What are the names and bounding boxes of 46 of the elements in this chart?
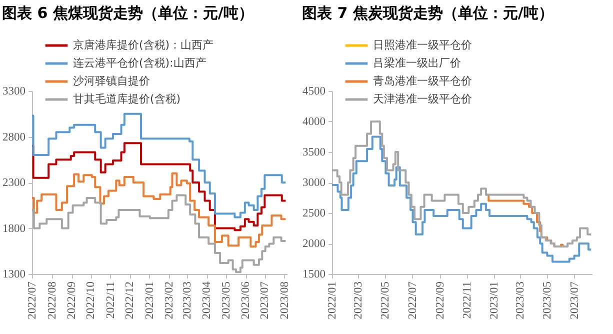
x-tick-label: 2023/01 (488, 281, 500, 320)
x-tick-label: 2022/03 (352, 281, 365, 320)
x-tick-label: 2022/05 (380, 281, 392, 320)
x-tick-label: 2023/01 (144, 281, 156, 320)
x-tick-label: 2023/06 (240, 281, 252, 320)
x-tick-label: 2023/05 (220, 281, 232, 320)
x-tick-label: 2023/03 (181, 281, 194, 320)
y-tick-label: 4500 (302, 86, 326, 98)
legend-label: 沙河驿镇自提价 (73, 74, 150, 88)
legend-label: 青岛港准一级平仓价 (373, 74, 472, 88)
y-tick-label: 2500 (302, 208, 326, 220)
legend-label: 京唐港库提价(含税)：山西产 (73, 38, 214, 52)
x-tick-label: 2022/12 (124, 281, 136, 320)
x-tick-label: 2022/11 (461, 281, 474, 319)
y-tick-label: 3000 (302, 177, 326, 189)
x-tick-label: 2022/07 (26, 281, 38, 320)
x-tick-label: 2023/07 (568, 281, 581, 320)
x-tick-label: 2022/08 (46, 281, 58, 320)
x-tick-label: 2023/05 (542, 281, 554, 320)
chart-title: 图表 6 焦煤现货走势（单位：元/吨） (2, 4, 254, 22)
x-tick-label: 2023/02 (164, 281, 176, 320)
y-tick-label: 2800 (2, 131, 26, 144)
x-tick-label: 2022/09 (66, 281, 78, 320)
y-tick-label: 1300 (2, 268, 26, 280)
x-tick-label: 2022/09 (434, 281, 446, 320)
x-tick-label: 2022/11 (104, 281, 117, 319)
legend-label: 甘其毛道库提价(含税) (73, 92, 181, 106)
legend-label: 吕梁准一级出厂价 (373, 56, 461, 70)
legend-label: 连云港平仓价(含税):山西产 (73, 56, 206, 70)
x-tick-label: 2022/01 (326, 281, 338, 320)
x-tick-label: 2023/08 (278, 281, 291, 320)
y-tick-label: 3300 (2, 86, 26, 98)
chart-title: 图表 7 焦炭现货走势（单位：元/吨） (302, 4, 554, 22)
x-tick-label: 2023/07 (259, 281, 272, 320)
y-tick-label: 1500 (302, 268, 326, 280)
x-tick-label: 2023/03 (514, 281, 527, 320)
y-tick-label: 2300 (2, 177, 26, 189)
legend-label: 日照港准一级平仓价 (373, 38, 472, 52)
x-tick-label: 2022/10 (85, 281, 98, 320)
y-tick-label: 3500 (302, 146, 326, 158)
x-tick-label: 2022/07 (406, 281, 419, 320)
legend-label: 天津港准一级平仓价 (373, 92, 472, 106)
y-tick-label: 1800 (2, 222, 26, 235)
y-tick-label: 4000 (302, 116, 326, 128)
x-tick-label: 2023/04 (201, 281, 214, 320)
y-tick-label: 2000 (302, 238, 326, 250)
